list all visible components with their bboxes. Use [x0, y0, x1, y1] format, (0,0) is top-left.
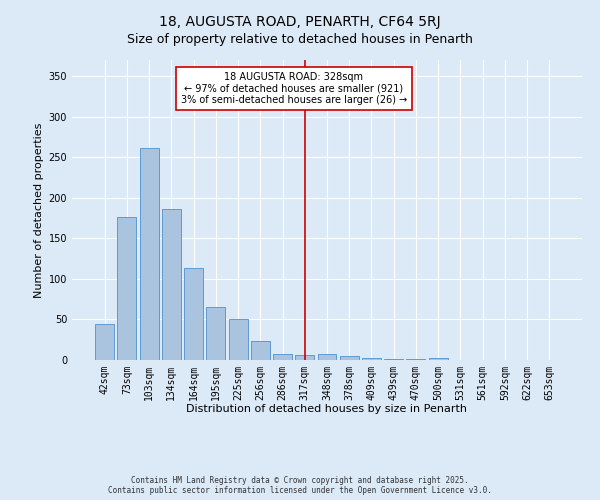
Bar: [229, 318, 248, 360]
Bar: [384, 359, 403, 360]
Y-axis label: Number of detached properties: Number of detached properties: [34, 122, 44, 298]
Text: 18 AUGUSTA ROAD: 328sqm
← 97% of detached houses are smaller (921)
3% of semi-de: 18 AUGUSTA ROAD: 328sqm ← 97% of detache…: [181, 72, 407, 106]
Bar: [251, 340, 270, 360]
Bar: [162, 209, 181, 360]
Text: Size of property relative to detached houses in Penarth: Size of property relative to detached ho…: [127, 32, 473, 46]
Bar: [118, 218, 136, 360]
Bar: [295, 355, 314, 360]
Bar: [95, 324, 114, 360]
Bar: [406, 359, 425, 360]
Bar: [140, 148, 158, 360]
X-axis label: Distribution of detached houses by size in Penarth: Distribution of detached houses by size …: [187, 404, 467, 414]
Bar: [184, 268, 203, 360]
Text: Contains HM Land Registry data © Crown copyright and database right 2025.
Contai: Contains HM Land Registry data © Crown c…: [108, 476, 492, 495]
Bar: [273, 354, 292, 360]
Bar: [362, 358, 381, 360]
Text: 18, AUGUSTA ROAD, PENARTH, CF64 5RJ: 18, AUGUSTA ROAD, PENARTH, CF64 5RJ: [159, 15, 441, 29]
Bar: [340, 356, 359, 360]
Bar: [317, 354, 337, 360]
Bar: [429, 358, 448, 360]
Bar: [206, 308, 225, 360]
